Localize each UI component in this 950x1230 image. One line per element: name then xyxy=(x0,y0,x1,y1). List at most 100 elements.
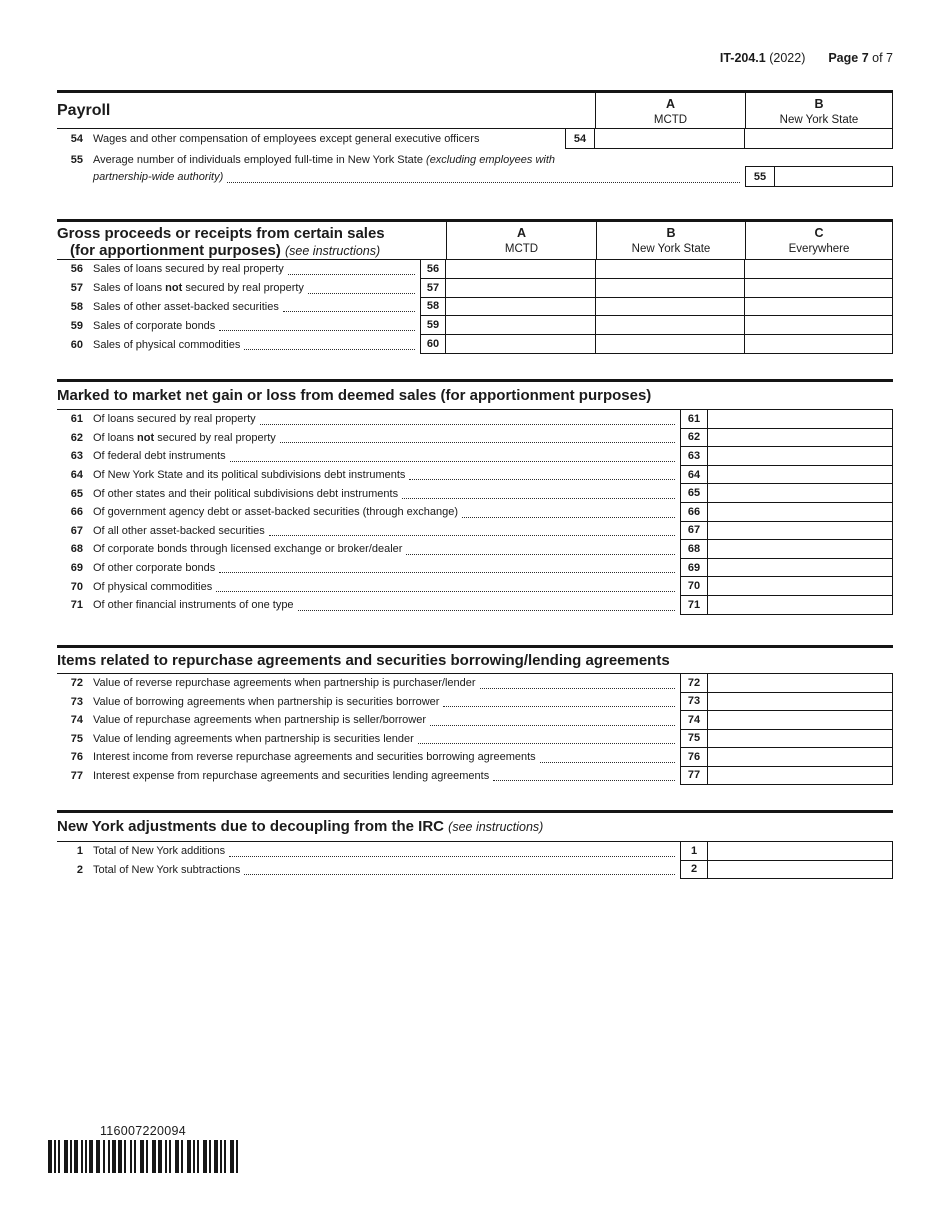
form-row-71: 71 Of other financial instruments of one … xyxy=(57,595,893,615)
line-69-amount-field[interactable] xyxy=(708,558,893,578)
line-label: Of other states and their political subd… xyxy=(93,487,399,500)
line-number-box: 61 xyxy=(680,410,708,429)
line-60-mctd-field[interactable] xyxy=(446,335,596,354)
line-56-nys-field[interactable] xyxy=(596,260,745,279)
line-label: Value of borrowing agreements when partn… xyxy=(93,695,440,708)
line-74-amount-field[interactable] xyxy=(708,711,893,730)
form-row-74: 74 Value of repurchase agreements when pa… xyxy=(57,711,893,730)
form-row-66: 66 Of government agency debt or asset-bac… xyxy=(57,502,893,522)
line-76-amount-field[interactable] xyxy=(708,748,893,767)
line-75-amount-field[interactable] xyxy=(708,729,893,748)
line-77-amount-field[interactable] xyxy=(708,766,893,785)
line-59-mctd-field[interactable] xyxy=(446,316,596,336)
line-60-everywhere-field[interactable] xyxy=(745,335,893,354)
line-54-mctd-field[interactable] xyxy=(595,129,745,149)
payroll-header-row: Payroll A MCTD B New York State xyxy=(57,93,893,129)
line-58-everywhere-field[interactable] xyxy=(745,297,893,317)
line-54-nys-field[interactable] xyxy=(745,129,893,149)
line-number: 63 xyxy=(70,450,83,463)
line-label: Of physical commodities xyxy=(93,580,213,593)
form-year: (2022) xyxy=(769,51,806,65)
line-number-box: 59 xyxy=(420,316,446,336)
line-59-everywhere-field[interactable] xyxy=(745,316,893,336)
line-number-box: 56 xyxy=(420,260,446,279)
line-57-nys-field[interactable] xyxy=(596,278,745,298)
line-60-nys-field[interactable] xyxy=(596,335,745,354)
line-number-box: 63 xyxy=(680,447,708,466)
barcode-number: 116007220094 xyxy=(99,1124,187,1138)
column-header-c-everywhere: C Everywhere xyxy=(745,222,893,259)
barcode xyxy=(48,1140,238,1173)
line-number: 61 xyxy=(70,413,83,426)
line-57-mctd-field[interactable] xyxy=(446,278,596,298)
line-2-amount-field[interactable] xyxy=(708,860,893,879)
gross-header-row: Gross proceeds or receipts from certain … xyxy=(57,222,893,260)
dotted-leader xyxy=(402,497,675,499)
line-56-mctd-field[interactable] xyxy=(446,260,596,279)
line-label: Value of lending agreements when partner… xyxy=(93,732,414,745)
dotted-leader xyxy=(493,780,675,781)
line-1-amount-field[interactable] xyxy=(708,842,893,861)
line-68-amount-field[interactable] xyxy=(708,540,893,559)
line-label: Sales of other asset-backed securities xyxy=(93,300,279,313)
line-64-amount-field[interactable] xyxy=(708,465,893,485)
line-label: Total of New York additions xyxy=(93,845,226,858)
section-irc-decoupling: New York adjustments due to decoupling f… xyxy=(57,810,893,879)
line-number-box: 75 xyxy=(680,729,708,748)
line-label: Sales of corporate bonds xyxy=(93,319,216,332)
form-row-60: 60 Sales of physical commodities 60 xyxy=(57,335,893,354)
line-61-amount-field[interactable] xyxy=(708,410,893,429)
section-title-gross: Gross proceeds or receipts from certain … xyxy=(57,225,385,259)
dotted-leader xyxy=(406,553,675,555)
line-58-nys-field[interactable] xyxy=(596,297,745,317)
dotted-leader xyxy=(259,423,675,425)
dotted-leader xyxy=(430,724,675,726)
line-number-box: 77 xyxy=(680,766,708,785)
line-number-box: 55 xyxy=(745,166,775,187)
form-row-63: 63 Of federal debt instruments 63 xyxy=(57,447,893,466)
line-number: 67 xyxy=(70,524,83,537)
line-66-amount-field[interactable] xyxy=(708,502,893,522)
line-label: Of government agency debt or asset-backe… xyxy=(93,506,459,519)
form-row-73: 73 Value of borrowing agreements when par… xyxy=(57,692,893,711)
dotted-leader xyxy=(417,743,675,744)
form-row-72: 72 Value of reverse repurchase agreements… xyxy=(57,674,893,693)
dotted-leader xyxy=(297,609,675,611)
line-number: 59 xyxy=(70,319,83,332)
section-title-decoupling: New York adjustments due to decoupling f… xyxy=(57,818,544,835)
line-63-amount-field[interactable] xyxy=(708,447,893,466)
line-70-amount-field[interactable] xyxy=(708,577,893,596)
line-label: Value of repurchase agreements when part… xyxy=(93,714,427,727)
line-number-box: 71 xyxy=(680,595,708,615)
form-row-56: 56 Sales of loans secured by real propert… xyxy=(57,260,893,279)
line-62-amount-field[interactable] xyxy=(708,428,893,448)
form-row-68: 68 Of corporate bonds through licensed ex… xyxy=(57,540,893,559)
line-number: 2 xyxy=(76,863,83,876)
line-55-nys-field[interactable] xyxy=(775,166,893,187)
line-67-amount-field[interactable] xyxy=(708,521,893,541)
line-59-nys-field[interactable] xyxy=(596,316,745,336)
line-58-mctd-field[interactable] xyxy=(446,297,596,317)
section-gross-proceeds: Gross proceeds or receipts from certain … xyxy=(57,219,893,354)
line-73-amount-field[interactable] xyxy=(708,692,893,711)
line-number: 74 xyxy=(70,714,83,727)
line-71-amount-field[interactable] xyxy=(708,595,893,615)
line-label: Of New York State and its political subd… xyxy=(93,469,406,482)
line-label: Of corporate bonds through licensed exch… xyxy=(93,543,403,556)
section-marked-to-market: Marked to market net gain or loss from d… xyxy=(57,379,893,615)
dotted-leader xyxy=(443,706,675,707)
dotted-leader xyxy=(219,330,415,332)
line-number-box: 1 xyxy=(680,842,708,861)
line-57-everywhere-field[interactable] xyxy=(745,278,893,298)
line-72-amount-field[interactable] xyxy=(708,674,893,693)
line-number-box: 66 xyxy=(680,502,708,522)
page-total: of 7 xyxy=(872,51,893,65)
line-65-amount-field[interactable] xyxy=(708,484,893,503)
column-header-a-mctd: A MCTD xyxy=(595,93,745,128)
line-label: Of loans secured by real property xyxy=(93,413,256,426)
line-56-everywhere-field[interactable] xyxy=(745,260,893,279)
line-number-box: 64 xyxy=(680,465,708,485)
dotted-leader xyxy=(219,572,675,574)
section-payroll: Payroll A MCTD B New York State 54 Wages… xyxy=(57,90,893,187)
